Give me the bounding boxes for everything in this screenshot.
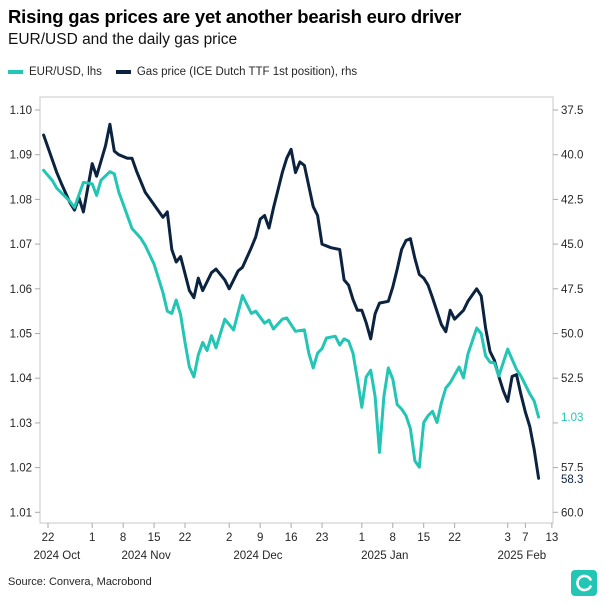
right-axis-tick-label: 47.5 bbox=[561, 284, 583, 296]
x-axis-tick-label: 22 bbox=[448, 532, 461, 544]
left-axis-tick-label: 1.01 bbox=[10, 507, 32, 519]
x-axis-month-label: 2024 Oct bbox=[34, 550, 81, 562]
right-axis-tick-label: 37.5 bbox=[561, 105, 583, 117]
right-axis-tick-label: 45.0 bbox=[561, 239, 583, 251]
gas-line bbox=[42, 122, 541, 480]
x-axis-tick-label: 1 bbox=[89, 532, 95, 544]
gas-end-value-label: 58.3 bbox=[561, 474, 583, 486]
x-axis-tick-label: 1 bbox=[359, 532, 365, 544]
right-axis-tick-label: 50.0 bbox=[561, 329, 583, 341]
right-axis-tick-label: 60.0 bbox=[561, 507, 583, 519]
x-axis-tick-label: 13 bbox=[545, 532, 558, 544]
eurusd-line-swatch-icon bbox=[8, 70, 23, 74]
plot-border bbox=[39, 96, 554, 524]
convera-logo-icon bbox=[571, 570, 597, 596]
chart-legend: EUR/USD, lhs Gas price (ICE Dutch TTF 1s… bbox=[8, 66, 357, 78]
x-axis-tick-label: 7 bbox=[522, 532, 528, 544]
x-axis-tick-label: 22 bbox=[179, 532, 192, 544]
x-axis-month-label: 2024 Dec bbox=[233, 550, 282, 562]
legend-item-gas: Gas price (ICE Dutch TTF 1st position), … bbox=[115, 66, 358, 78]
gas-line-swatch-icon bbox=[115, 70, 131, 74]
chart-subtitle: EUR/USD and the daily gas price bbox=[8, 31, 238, 48]
source-note: Source: Convera, Macrobond bbox=[8, 576, 152, 588]
left-axis-tick-label: 1.06 bbox=[10, 284, 32, 296]
x-axis-month-label: 2025 Feb bbox=[498, 550, 547, 562]
x-axis-tick-label: 9 bbox=[257, 532, 263, 544]
right-axis-tick-label: 52.5 bbox=[561, 373, 583, 385]
left-axis-tick-label: 1.04 bbox=[10, 373, 33, 385]
left-axis-tick-label: 1.09 bbox=[10, 150, 32, 162]
right-axis-tick-label: 42.5 bbox=[561, 194, 583, 206]
legend-label-eurusd: EUR/USD, lhs bbox=[29, 66, 102, 78]
left-axis-tick-label: 1.03 bbox=[10, 418, 32, 430]
x-axis-tick-label: 16 bbox=[285, 532, 298, 544]
x-axis-tick-label: 8 bbox=[390, 532, 396, 544]
x-axis-tick-label: 23 bbox=[316, 532, 329, 544]
left-axis-tick-label: 1.08 bbox=[10, 194, 32, 206]
x-axis-tick-label: 2 bbox=[226, 532, 232, 544]
left-axis-tick-label: 1.10 bbox=[10, 105, 32, 117]
x-axis-tick-label: 8 bbox=[120, 532, 126, 544]
x-axis-month-label: 2024 Nov bbox=[122, 550, 171, 562]
left-axis-tick-label: 1.02 bbox=[10, 463, 32, 475]
x-axis-tick-label: 15 bbox=[148, 532, 161, 544]
x-axis-tick-label: 3 bbox=[504, 532, 510, 544]
eurusd-end-label-bg bbox=[558, 407, 600, 429]
legend-label-gas: Gas price (ICE Dutch TTF 1st position), … bbox=[136, 66, 358, 78]
x-axis-month-label: 2025 Jan bbox=[361, 550, 408, 562]
page-title: Rising gas prices are yet another bearis… bbox=[8, 6, 462, 27]
left-axis-tick-label: 1.07 bbox=[10, 239, 32, 251]
left-axis-tick-label: 1.05 bbox=[10, 329, 32, 341]
x-axis-tick-label: 15 bbox=[417, 532, 430, 544]
eurusd-line bbox=[42, 168, 541, 469]
gas-end-label-bg bbox=[558, 471, 600, 487]
right-axis-tick-label: 40.0 bbox=[561, 150, 583, 162]
eurusd-end-value-label: 1.03 bbox=[561, 412, 583, 424]
x-axis-tick-label: 22 bbox=[42, 532, 55, 544]
legend-item-eurusd: EUR/USD, lhs bbox=[8, 66, 102, 78]
